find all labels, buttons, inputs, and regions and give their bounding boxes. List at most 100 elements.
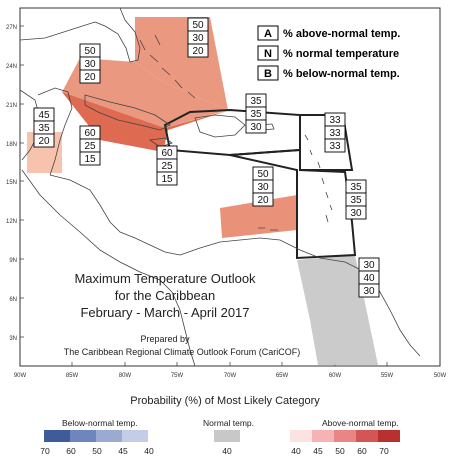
title-line-1: Maximum Temperature Outlook — [74, 271, 256, 286]
legend-key-b: B — [264, 68, 272, 80]
map-title: Maximum Temperature Outlook for the Cari… — [64, 271, 301, 357]
above-swatch — [334, 430, 356, 442]
prob-value-a: 50 — [84, 46, 96, 57]
longitude-ticks: 90W 85W 80W 75W 70W 65W 60W 55W 50W — [14, 362, 447, 379]
below-normal-title: Below-normal temp. — [62, 418, 138, 428]
prob-box — [79, 69, 101, 84]
prob-stack-belize: 45 35 20 — [33, 107, 55, 148]
above-normal-title: Above-normal temp. — [322, 418, 399, 428]
prob-stack-bahamas-north: 50 30 20 — [187, 17, 209, 58]
prob-value-n: 25 — [161, 161, 173, 172]
below-swatch — [122, 430, 148, 442]
bahamas-islands — [139, 34, 196, 99]
prob-value-a: 50 — [192, 20, 204, 31]
yucatan-coast — [37, 87, 73, 176]
prob-value-n: 30 — [84, 59, 96, 70]
prob-box — [79, 151, 101, 166]
prob-value-n: 35 — [350, 195, 362, 206]
zone-cuba-jamaica — [62, 92, 230, 152]
prob-box — [358, 283, 380, 298]
legend-text-below: % below-normal temp. — [283, 68, 400, 80]
above-swatch — [378, 430, 400, 442]
prob-stack-windward: 35 35 30 — [345, 179, 367, 220]
above-value: 50 — [335, 446, 345, 456]
prob-value-b: 30 — [363, 286, 375, 297]
lat-tick-label: 24N — [6, 64, 17, 70]
normal-value: 40 — [222, 446, 232, 456]
above-value: 70 — [379, 446, 389, 456]
prob-value-a: 35 — [250, 96, 262, 107]
prob-box — [324, 138, 346, 153]
abc-islands — [258, 227, 278, 231]
jamaica-coast — [148, 137, 173, 148]
prob-stack-hispaniola: 35 35 30 — [245, 93, 267, 134]
prepared-by: Prepared by — [140, 334, 190, 344]
prob-value-n: 40 — [363, 273, 375, 284]
prob-value-a: 50 — [257, 169, 269, 180]
prob-value-n: 30 — [192, 33, 204, 44]
normal-title: Normal temp. — [203, 418, 255, 428]
below-value: 45 — [118, 446, 128, 456]
probability-stacks: 5030205030204535206025156025153535303333… — [33, 17, 380, 298]
prob-value-b: 20 — [257, 195, 269, 206]
lon-tick-label: 90W — [14, 373, 27, 379]
prob-value-b: 20 — [192, 46, 204, 57]
south-america-west — [171, 291, 196, 367]
prob-stack-leeward: 33 33 33 — [324, 112, 346, 153]
forum-name: The Caribbean Regional Climate Outlook F… — [64, 347, 301, 357]
below-value: 40 — [144, 446, 154, 456]
lon-tick-label: 60W — [329, 373, 342, 379]
prob-value-a: 60 — [161, 148, 173, 159]
lat-tick-label: 18N — [6, 142, 17, 148]
above-value: 60 — [357, 446, 367, 456]
prob-value-n: 30 — [257, 182, 269, 193]
lon-tick-label: 70W — [224, 373, 237, 379]
cuba-coast — [84, 94, 171, 131]
prob-stack-jamaica-south: 60 25 15 — [156, 145, 178, 186]
lon-tick-label: 85W — [66, 373, 79, 379]
legend-key-n: N — [264, 48, 272, 60]
florida-coast — [94, 7, 141, 63]
prob-value-a: 35 — [350, 182, 362, 193]
legend-row-above: A % above-normal temp. — [257, 25, 400, 41]
prob-box — [156, 171, 178, 186]
legend-text-above: % above-normal temp. — [283, 28, 400, 40]
below-swatch — [44, 430, 70, 442]
prob-box — [252, 192, 274, 207]
prob-value-a: 60 — [84, 128, 96, 139]
south-america-coast — [179, 237, 421, 357]
prob-value-a: 33 — [329, 115, 341, 126]
prob-value-n: 33 — [329, 128, 341, 139]
below-value: 50 — [92, 446, 102, 456]
prob-value-b: 30 — [350, 208, 362, 219]
forecast-zones — [27, 17, 378, 365]
above-value: 40 — [291, 446, 301, 456]
prob-value-b: 20 — [84, 72, 96, 83]
prob-value-b: 33 — [329, 141, 341, 152]
prob-value-a: 30 — [363, 260, 375, 271]
lon-tick-label: 80W — [119, 373, 132, 379]
central-america-coast — [49, 174, 181, 256]
prob-stack-central-caribbean: 50 30 20 — [252, 166, 274, 207]
prob-value-b: 30 — [250, 122, 262, 133]
scale-title: Probability (%) of Most Likely Category — [130, 395, 320, 407]
prob-box — [245, 119, 267, 134]
prob-stack-bahamas-west: 50 30 20 — [79, 43, 101, 84]
prob-stack-guianas: 30 40 30 — [358, 257, 380, 298]
legend-row-below: B % below-normal temp. — [257, 65, 400, 81]
lat-tick-label: 3N — [9, 336, 17, 342]
above-value: 45 — [313, 446, 323, 456]
prob-stack-cuba-jamaica: 60 25 15 — [79, 125, 101, 166]
hispaniola-coast — [194, 114, 246, 138]
title-line-3: February - March - April 2017 — [80, 305, 249, 320]
lat-tick-label: 21N — [6, 103, 17, 109]
normal-swatch — [214, 430, 240, 442]
above-swatch — [290, 430, 312, 442]
lesser-antilles — [304, 134, 333, 223]
zone-bahamas-west — [62, 58, 228, 128]
prob-value-b: 20 — [38, 136, 50, 147]
prob-value-n: 35 — [250, 109, 262, 120]
prob-value-b: 15 — [161, 174, 173, 185]
zone-guianas — [297, 255, 378, 365]
category-legend: A % above-normal temp. N % normal temper… — [257, 25, 400, 81]
